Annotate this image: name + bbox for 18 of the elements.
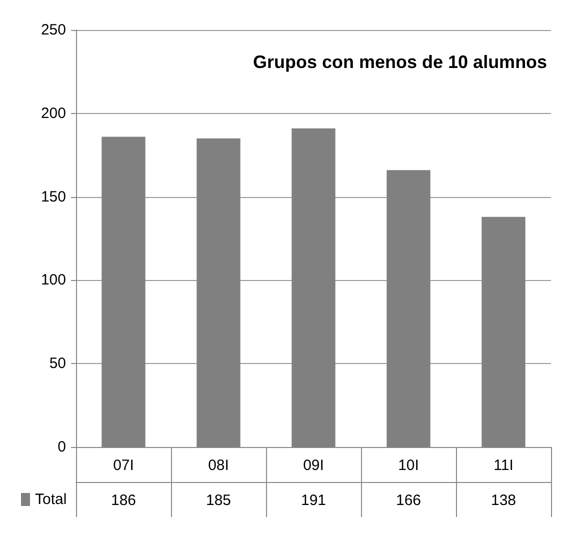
data-label: 166 bbox=[396, 492, 422, 509]
data-label: 185 bbox=[206, 492, 232, 509]
y-tick-label: 100 bbox=[40, 272, 66, 289]
legend-label: Total bbox=[35, 491, 67, 508]
y-tick-label: 50 bbox=[49, 355, 66, 372]
x-tick-label: 11I bbox=[494, 457, 514, 474]
y-tick-label: 150 bbox=[40, 188, 66, 206]
data-label: 138 bbox=[490, 492, 516, 509]
x-tick-label: 09I bbox=[303, 457, 324, 474]
y-tick-label: 200 bbox=[40, 104, 66, 122]
x-tick-label: 08I bbox=[208, 457, 229, 474]
x-tick-label: 10I bbox=[398, 457, 419, 474]
y-tick-label: 250 bbox=[40, 22, 66, 38]
data-label: 186 bbox=[110, 492, 136, 509]
x-tick-label: 07I bbox=[113, 457, 134, 474]
y-tick-label: 0 bbox=[58, 438, 66, 456]
data-label: 191 bbox=[300, 492, 326, 509]
text: Grupos con menos de 10 alumnos bbox=[253, 52, 548, 72]
